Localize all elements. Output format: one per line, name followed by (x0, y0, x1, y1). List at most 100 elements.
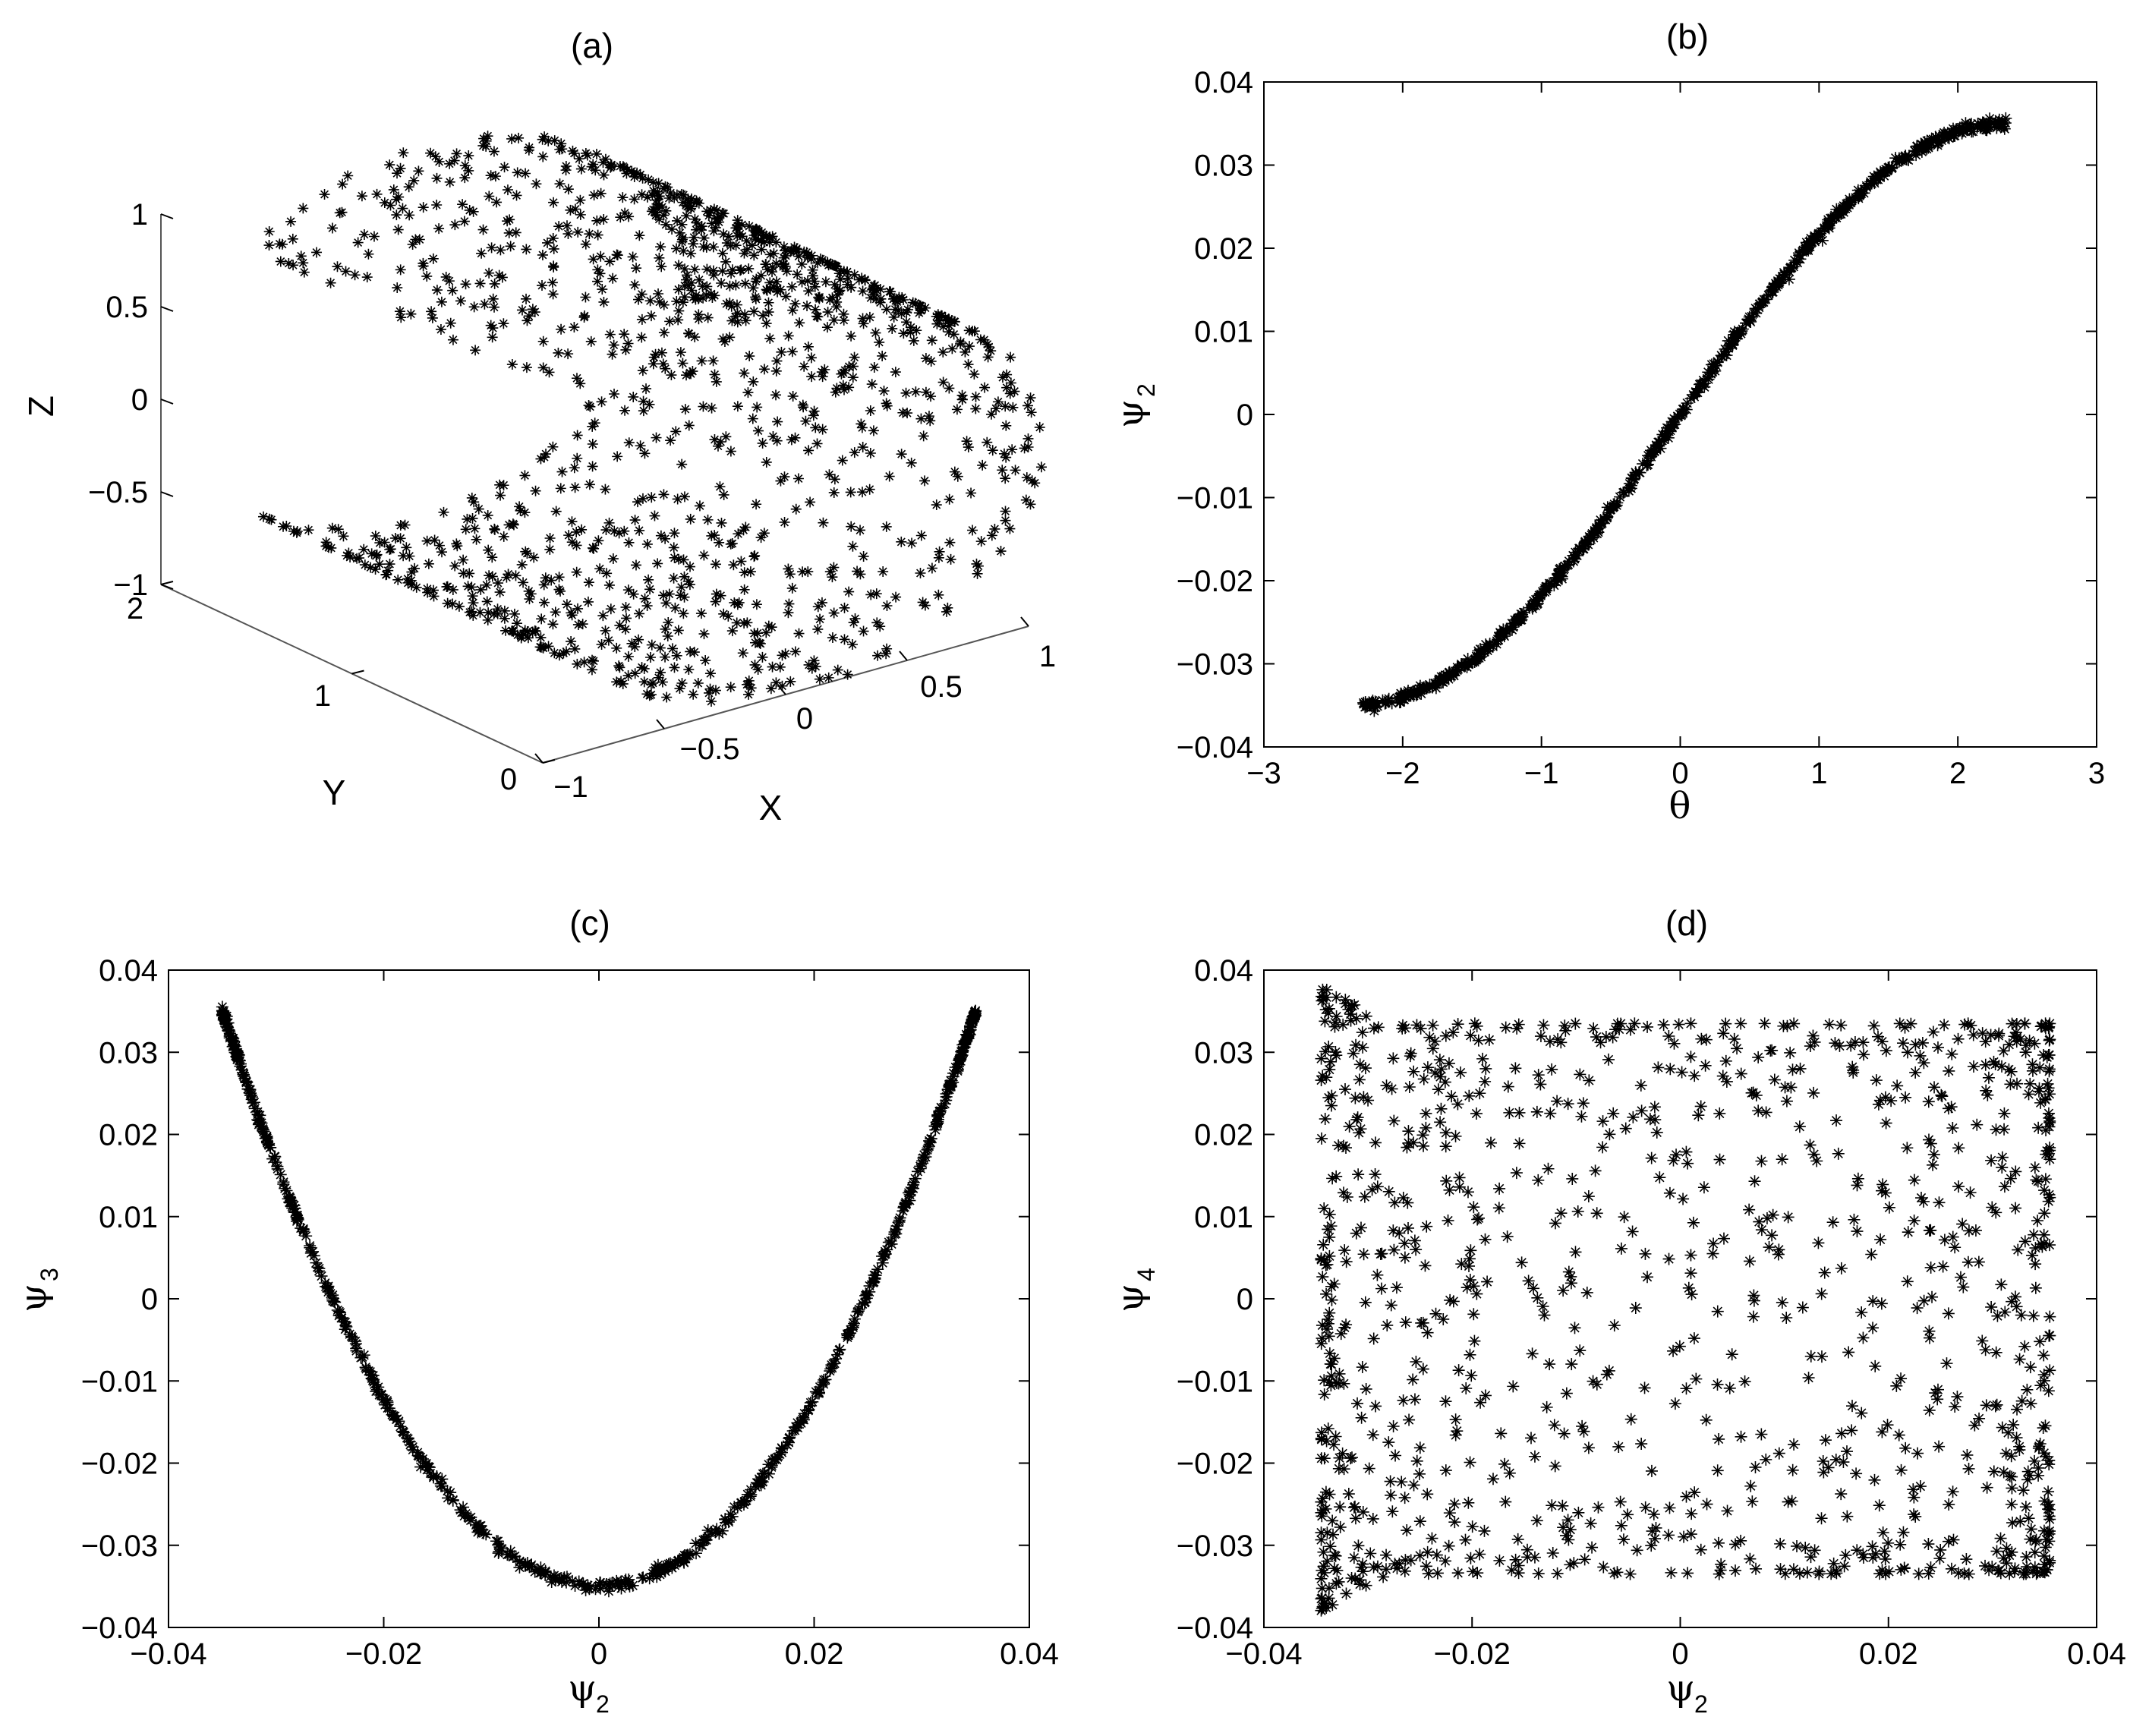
data-point (695, 1539, 708, 1552)
data-point (544, 543, 556, 555)
data-point (680, 274, 692, 285)
data-point (2037, 1549, 2050, 1562)
data-point (1750, 1562, 1763, 1575)
data-point (591, 215, 603, 226)
data-point (1338, 1244, 1351, 1257)
data-point (548, 197, 559, 208)
data-point (1363, 1462, 1375, 1475)
data-point (619, 329, 630, 340)
panel-d-y-label-symbol: ψ (1109, 1284, 1152, 1312)
data-point (1422, 1567, 1435, 1580)
data-point (711, 205, 723, 216)
data-point (881, 648, 892, 660)
data-point (588, 190, 600, 201)
data-point (644, 690, 655, 701)
data-point (1879, 1186, 1892, 1199)
data-point (669, 528, 680, 539)
data-point (607, 553, 619, 565)
data-point (1711, 1378, 1724, 1391)
data-point (521, 362, 532, 373)
data-point (1348, 998, 1361, 1011)
data-point (1876, 1178, 1889, 1191)
data-point (1463, 1259, 1476, 1272)
data-point (802, 566, 814, 578)
data-point (277, 1176, 290, 1189)
data-point (791, 1422, 804, 1435)
data-point (654, 252, 665, 263)
data-point (898, 294, 909, 305)
data-point (1738, 1375, 1751, 1388)
data-point (1947, 1533, 1960, 1546)
data-point (1697, 374, 1709, 387)
data-point (2006, 1470, 2018, 1483)
data-point (907, 1176, 920, 1189)
data-point (1449, 1413, 1462, 1426)
data-point (921, 1143, 934, 1156)
data-point (755, 638, 766, 649)
data-point (464, 568, 475, 579)
data-point (260, 1132, 273, 1145)
data-point (1323, 1230, 1336, 1243)
data-point (2032, 1469, 2045, 1482)
data-point (761, 230, 772, 241)
data-point (2043, 1116, 2056, 1129)
data-point (660, 597, 672, 609)
data-point (1933, 1196, 1946, 1209)
data-point (1512, 1018, 1525, 1031)
data-point (406, 1441, 419, 1454)
data-point (738, 1495, 751, 1508)
data-point (797, 399, 808, 411)
data-point (1575, 1110, 1588, 1123)
data-point (1315, 1572, 1328, 1585)
data-point (1827, 1557, 1840, 1570)
data-point (1023, 433, 1034, 444)
data-point (763, 297, 774, 308)
data-point (519, 507, 531, 518)
z-tick-label: 1 (131, 198, 148, 232)
data-point (712, 440, 723, 452)
data-point (1979, 1344, 1992, 1356)
data-point (1026, 407, 1037, 418)
data-point (802, 276, 814, 287)
data-point (1468, 1334, 1481, 1347)
data-point (2043, 1535, 2056, 1548)
data-point (587, 461, 598, 472)
data-point (1357, 1248, 1370, 1261)
data-point (677, 358, 688, 369)
data-point (1544, 1107, 1557, 1120)
data-point (1999, 1306, 2012, 1319)
data-point (1997, 1044, 2010, 1057)
data-point (509, 608, 520, 619)
data-point (693, 313, 704, 325)
data-point (569, 322, 580, 333)
data-point (1971, 117, 1984, 130)
data-point (1330, 1170, 1343, 1183)
data-point (489, 278, 500, 289)
data-point (489, 524, 500, 535)
data-point (575, 194, 586, 206)
data-point (392, 224, 404, 235)
data-point (806, 371, 818, 383)
data-point (1419, 1259, 1432, 1272)
data-point (1998, 1123, 2011, 1136)
data-point (705, 288, 717, 300)
data-point (2034, 1238, 2047, 1251)
data-point (657, 676, 668, 688)
data-point (1418, 682, 1431, 695)
data-point (1542, 1162, 1555, 1175)
data-point (571, 526, 582, 537)
data-point (494, 479, 506, 490)
data-point (1851, 1544, 1864, 1557)
data-point (470, 345, 481, 356)
data-point (512, 618, 523, 629)
data-point (1618, 1211, 1631, 1224)
data-point (995, 546, 1007, 557)
data-point (944, 537, 956, 548)
data-point (1917, 1057, 1930, 1070)
data-point (2009, 1165, 2022, 1178)
data-point (1564, 1523, 1577, 1536)
data-point (1388, 1243, 1401, 1256)
data-point (740, 315, 752, 326)
data-point (797, 566, 808, 578)
data-point (427, 312, 438, 323)
